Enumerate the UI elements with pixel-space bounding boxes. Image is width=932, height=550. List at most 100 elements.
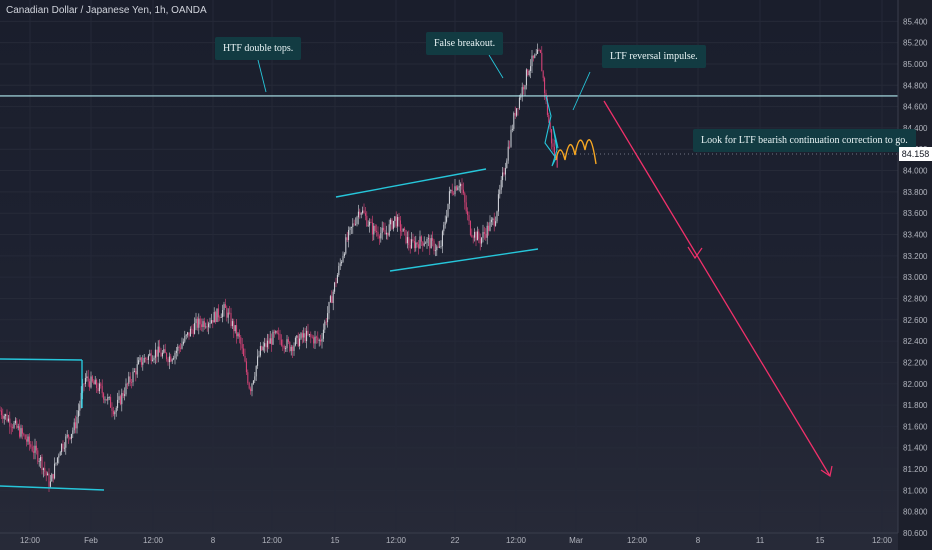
candle-body bbox=[317, 337, 319, 341]
candle-body bbox=[296, 335, 298, 338]
candle-body bbox=[488, 225, 490, 231]
candle-body bbox=[194, 323, 196, 334]
y-tick-label: 85.200 bbox=[903, 39, 928, 48]
candle-body bbox=[479, 238, 481, 244]
candle-body bbox=[178, 346, 180, 348]
candle-body bbox=[70, 434, 72, 439]
candle-body bbox=[450, 189, 452, 192]
candle-body bbox=[468, 215, 470, 222]
candle-body bbox=[264, 343, 266, 347]
candle-body bbox=[110, 397, 112, 408]
candle-body bbox=[513, 113, 515, 129]
candle-body bbox=[472, 236, 474, 238]
candle-body bbox=[538, 49, 540, 51]
candle-body bbox=[546, 98, 548, 115]
candle-body bbox=[258, 355, 260, 357]
annotation-continuation[interactable]: Look for LTF bearish continuation correc… bbox=[693, 129, 916, 152]
candle-body bbox=[551, 129, 553, 144]
candle-body bbox=[499, 189, 501, 195]
candle-body bbox=[128, 376, 130, 384]
y-tick-label: 85.000 bbox=[903, 60, 928, 69]
candle-body bbox=[502, 172, 504, 181]
candle-body bbox=[371, 222, 373, 235]
candle-body bbox=[287, 339, 289, 342]
candle-body bbox=[174, 352, 176, 359]
candle-body bbox=[79, 404, 81, 411]
candle-body bbox=[478, 231, 480, 239]
candle-body bbox=[104, 399, 106, 401]
annotation-ltf-reversal[interactable]: LTF reversal impulse. bbox=[602, 45, 706, 68]
candle-body bbox=[257, 356, 259, 366]
candle-body bbox=[475, 232, 477, 241]
candle-body bbox=[23, 433, 25, 435]
candle-body bbox=[521, 87, 523, 97]
candle-body bbox=[233, 321, 235, 332]
candle-body bbox=[430, 238, 432, 249]
candle-body bbox=[507, 146, 509, 161]
y-tick-label: 83.400 bbox=[903, 231, 928, 240]
candle-body bbox=[187, 332, 189, 335]
annotation-false-breakout[interactable]: False breakout. bbox=[426, 32, 504, 55]
candle-body bbox=[385, 232, 387, 235]
candle-body bbox=[199, 318, 201, 325]
candle-body bbox=[311, 336, 313, 338]
candle-body bbox=[86, 376, 88, 379]
candle-body bbox=[269, 338, 271, 344]
candle-body bbox=[108, 397, 110, 398]
candle-body bbox=[96, 379, 98, 389]
candle-body bbox=[191, 328, 193, 330]
candle-body bbox=[307, 330, 309, 335]
candle-body bbox=[446, 216, 448, 222]
candle-body bbox=[66, 434, 68, 437]
candle-body bbox=[12, 427, 14, 429]
candle-body bbox=[142, 362, 144, 365]
candle-body bbox=[476, 231, 478, 241]
candle-body bbox=[181, 344, 183, 349]
candle-body bbox=[149, 353, 151, 356]
candle-body bbox=[282, 345, 284, 347]
candle-body bbox=[107, 397, 109, 401]
y-tick-label: 83.200 bbox=[903, 252, 928, 261]
candle-body bbox=[415, 242, 417, 249]
candle-body bbox=[406, 237, 408, 244]
x-tick-label: 12:00 bbox=[262, 536, 283, 545]
candle-body bbox=[412, 239, 414, 242]
candle-body bbox=[83, 383, 85, 385]
candle-body bbox=[524, 85, 526, 90]
candle-body bbox=[370, 221, 372, 223]
candle-body bbox=[506, 160, 508, 169]
candle-body bbox=[556, 155, 558, 168]
candle-body bbox=[198, 318, 200, 328]
candle-body bbox=[429, 238, 431, 249]
candle-body bbox=[87, 376, 89, 382]
candle-body bbox=[294, 337, 296, 346]
candle-body bbox=[202, 321, 204, 328]
annotation-htf-double-tops[interactable]: HTF double tops. bbox=[215, 37, 302, 60]
candle-body bbox=[240, 337, 242, 345]
candle-body bbox=[61, 443, 63, 453]
candle-body bbox=[10, 426, 12, 428]
y-tick-label: 81.200 bbox=[903, 465, 928, 474]
candle-body bbox=[160, 352, 162, 357]
candle-body bbox=[457, 187, 459, 191]
candle-body bbox=[418, 244, 420, 249]
candle-body bbox=[455, 186, 457, 191]
x-tick-label: Feb bbox=[84, 536, 98, 545]
candle-body bbox=[188, 332, 190, 337]
y-tick-label: 80.800 bbox=[903, 508, 928, 517]
candle-body bbox=[159, 346, 161, 353]
candle-body bbox=[391, 219, 393, 229]
candle-body bbox=[268, 340, 270, 344]
candle-body bbox=[125, 383, 127, 395]
candle-body bbox=[279, 333, 281, 340]
arrow-end-head bbox=[820, 465, 833, 477]
candle-body bbox=[390, 219, 392, 225]
x-tick-label: 8 bbox=[211, 536, 216, 545]
candle-body bbox=[58, 455, 60, 458]
candle-body bbox=[465, 202, 467, 212]
candle-body bbox=[261, 346, 263, 351]
candle-body bbox=[360, 213, 362, 215]
x-tick-label: 12:00 bbox=[20, 536, 41, 545]
y-tick-label: 82.400 bbox=[903, 337, 928, 346]
